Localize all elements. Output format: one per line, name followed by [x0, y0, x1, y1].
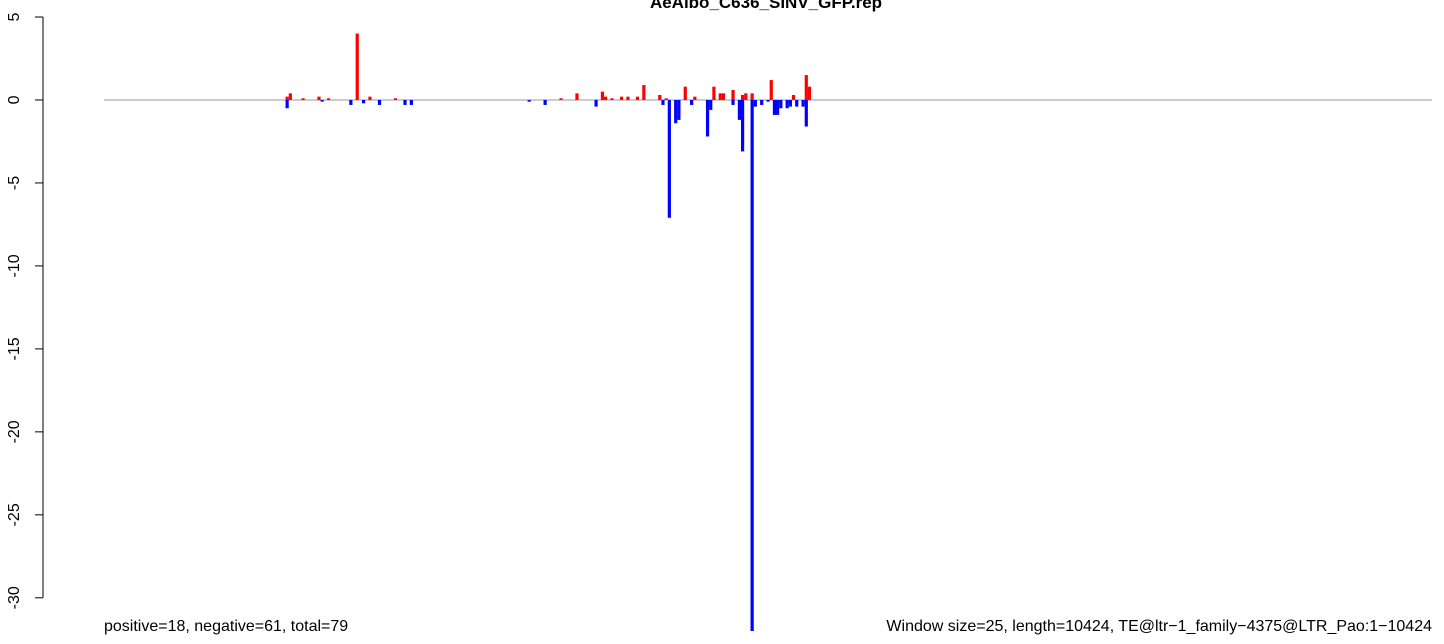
bar	[349, 99, 353, 105]
bar	[355, 33, 359, 100]
bar	[635, 96, 640, 100]
bar	[731, 99, 735, 105]
bar	[744, 93, 748, 100]
bar	[690, 99, 694, 105]
bar	[403, 99, 407, 105]
bar	[709, 99, 713, 110]
bar	[368, 96, 372, 100]
bar	[779, 99, 783, 109]
bar	[664, 98, 668, 100]
y-tick-label: 0	[6, 95, 23, 104]
y-tick-label: 5	[6, 12, 23, 21]
bar	[667, 99, 671, 218]
bar	[705, 99, 710, 137]
y-tick-label: -10	[6, 254, 23, 277]
bar	[677, 99, 681, 120]
bar	[527, 99, 531, 102]
bar	[731, 90, 735, 100]
bar	[326, 98, 331, 100]
right-note: Window size=25, length=10424, TE@ltr−1_f…	[886, 618, 1432, 635]
bar	[721, 93, 726, 100]
bar	[301, 98, 305, 100]
bar	[785, 99, 789, 109]
y-tick-label: -30	[6, 586, 23, 609]
bar	[642, 85, 646, 100]
bar	[377, 99, 382, 105]
y-tick-label: -20	[6, 420, 23, 443]
bar	[619, 96, 624, 100]
bar	[760, 99, 764, 105]
bar	[740, 99, 745, 152]
bar	[801, 99, 805, 107]
bar	[594, 99, 598, 107]
bar	[610, 98, 614, 100]
bar	[718, 93, 722, 100]
bar	[575, 93, 579, 100]
bar	[804, 75, 808, 100]
bar	[683, 86, 687, 100]
bar	[626, 96, 630, 100]
bar	[288, 93, 292, 100]
bar	[600, 91, 605, 100]
bar	[776, 99, 780, 115]
y-tick-label: -15	[6, 337, 23, 360]
bar	[753, 99, 757, 107]
bar	[674, 99, 678, 124]
bar	[361, 99, 366, 104]
bar	[661, 99, 665, 105]
bar	[750, 99, 754, 631]
bar	[807, 86, 812, 100]
bar	[559, 98, 563, 100]
bar	[750, 93, 754, 100]
bar	[795, 99, 799, 107]
bar	[604, 96, 608, 100]
y-tick-label: -25	[6, 503, 23, 526]
bar	[693, 96, 697, 100]
bar	[772, 99, 777, 115]
bar	[393, 98, 398, 100]
left-note: positive=18, negative=61, total=79	[104, 618, 348, 635]
bar	[769, 80, 773, 100]
bar	[543, 99, 547, 105]
bar	[285, 96, 289, 100]
bar	[788, 99, 792, 107]
bar	[804, 99, 808, 127]
chart-title: AeAlbo_C636_SINV_GFP.rep	[650, 0, 882, 12]
bar	[320, 99, 324, 102]
bar	[712, 86, 716, 100]
bar	[791, 94, 796, 100]
y-tick-label: -5	[6, 176, 23, 190]
bar	[409, 99, 413, 105]
bar	[766, 99, 770, 102]
bar	[658, 94, 662, 100]
bar	[317, 96, 321, 100]
bar	[740, 94, 745, 100]
bar	[737, 99, 742, 120]
bar	[285, 99, 289, 109]
